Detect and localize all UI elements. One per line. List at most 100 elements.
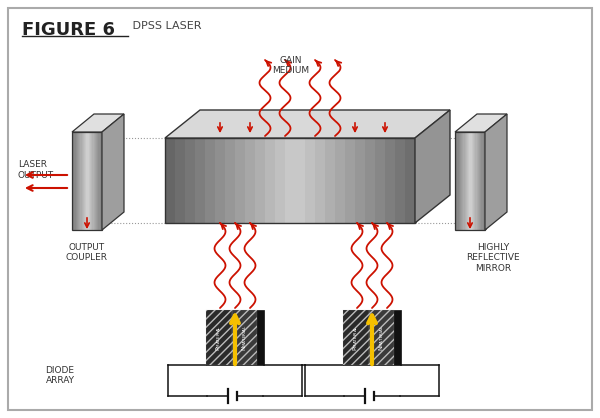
Polygon shape: [479, 132, 482, 230]
Polygon shape: [325, 138, 337, 223]
Polygon shape: [463, 132, 466, 230]
Polygon shape: [91, 132, 94, 230]
Polygon shape: [72, 132, 75, 230]
Polygon shape: [285, 138, 296, 223]
Text: HIGHLY
REFLECTIVE
MIRROR: HIGHLY REFLECTIVE MIRROR: [466, 243, 520, 273]
Text: N$_{\mathregular{MATERIAL}}$: N$_{\mathregular{MATERIAL}}$: [377, 324, 386, 351]
Bar: [206, 310, 232, 365]
Polygon shape: [476, 132, 479, 230]
Polygon shape: [265, 138, 277, 223]
Polygon shape: [215, 138, 227, 223]
Bar: [232, 310, 257, 365]
Polygon shape: [305, 138, 317, 223]
Polygon shape: [415, 110, 450, 223]
Polygon shape: [80, 132, 83, 230]
Bar: [343, 310, 401, 365]
Polygon shape: [365, 138, 377, 223]
Polygon shape: [275, 138, 287, 223]
Polygon shape: [88, 132, 90, 230]
Polygon shape: [470, 132, 473, 230]
Text: DIODE
ARRAY: DIODE ARRAY: [46, 366, 74, 385]
Text: LASER
OUTPUT: LASER OUTPUT: [18, 160, 54, 180]
Polygon shape: [102, 114, 124, 230]
Polygon shape: [295, 138, 307, 223]
FancyBboxPatch shape: [8, 8, 592, 410]
Polygon shape: [245, 138, 257, 223]
Polygon shape: [456, 132, 459, 230]
Polygon shape: [345, 138, 356, 223]
Polygon shape: [85, 132, 88, 230]
Polygon shape: [72, 114, 124, 132]
Polygon shape: [464, 132, 467, 230]
Polygon shape: [225, 138, 236, 223]
Polygon shape: [255, 138, 266, 223]
Polygon shape: [455, 114, 507, 132]
Polygon shape: [185, 138, 197, 223]
Polygon shape: [472, 132, 475, 230]
Polygon shape: [83, 132, 86, 230]
Polygon shape: [84, 132, 87, 230]
Polygon shape: [165, 110, 450, 138]
Polygon shape: [455, 132, 458, 230]
Polygon shape: [473, 132, 476, 230]
Polygon shape: [466, 132, 469, 230]
Polygon shape: [78, 132, 80, 230]
Polygon shape: [481, 132, 484, 230]
Bar: [368, 310, 394, 365]
Polygon shape: [96, 132, 98, 230]
Polygon shape: [405, 138, 416, 223]
Text: P$_{\mathregular{MATERIAL}}$: P$_{\mathregular{MATERIAL}}$: [214, 324, 223, 351]
Polygon shape: [98, 132, 101, 230]
Polygon shape: [315, 138, 326, 223]
Text: DPSS LASER: DPSS LASER: [129, 21, 202, 31]
Polygon shape: [73, 132, 76, 230]
Polygon shape: [335, 138, 347, 223]
Polygon shape: [478, 132, 481, 230]
Polygon shape: [457, 132, 460, 230]
Polygon shape: [468, 132, 471, 230]
Polygon shape: [100, 132, 102, 230]
Polygon shape: [469, 132, 472, 230]
Polygon shape: [235, 138, 247, 223]
Bar: [232, 310, 257, 365]
Polygon shape: [79, 132, 82, 230]
Polygon shape: [480, 132, 483, 230]
Polygon shape: [89, 132, 91, 230]
Polygon shape: [375, 138, 386, 223]
Polygon shape: [355, 138, 367, 223]
Polygon shape: [90, 132, 92, 230]
Bar: [343, 310, 368, 365]
Text: N$_{\mathregular{MATERIAL}}$: N$_{\mathregular{MATERIAL}}$: [240, 324, 249, 351]
Polygon shape: [462, 132, 465, 230]
Text: P$_{\mathregular{MATERIAL}}$: P$_{\mathregular{MATERIAL}}$: [352, 324, 360, 351]
Bar: [206, 310, 264, 365]
Polygon shape: [76, 132, 78, 230]
Polygon shape: [205, 138, 217, 223]
Polygon shape: [94, 132, 96, 230]
Bar: [368, 310, 394, 365]
Polygon shape: [77, 132, 79, 230]
Bar: [206, 310, 232, 365]
Polygon shape: [485, 114, 507, 230]
Text: GAIN
MEDIUM: GAIN MEDIUM: [272, 56, 310, 75]
Polygon shape: [74, 132, 77, 230]
Polygon shape: [101, 132, 103, 230]
Polygon shape: [460, 132, 463, 230]
Polygon shape: [92, 132, 95, 230]
Text: OUTPUT
COUPLER: OUTPUT COUPLER: [66, 243, 108, 263]
Polygon shape: [474, 132, 477, 230]
Polygon shape: [97, 132, 100, 230]
Polygon shape: [385, 138, 397, 223]
Polygon shape: [467, 132, 470, 230]
Polygon shape: [95, 132, 97, 230]
Polygon shape: [458, 132, 461, 230]
Bar: [343, 310, 368, 365]
Polygon shape: [82, 132, 84, 230]
Text: FIGURE 6: FIGURE 6: [22, 21, 115, 39]
Polygon shape: [482, 132, 485, 230]
Polygon shape: [461, 132, 464, 230]
Polygon shape: [86, 132, 89, 230]
Polygon shape: [395, 138, 407, 223]
Polygon shape: [475, 132, 478, 230]
Polygon shape: [484, 132, 487, 230]
